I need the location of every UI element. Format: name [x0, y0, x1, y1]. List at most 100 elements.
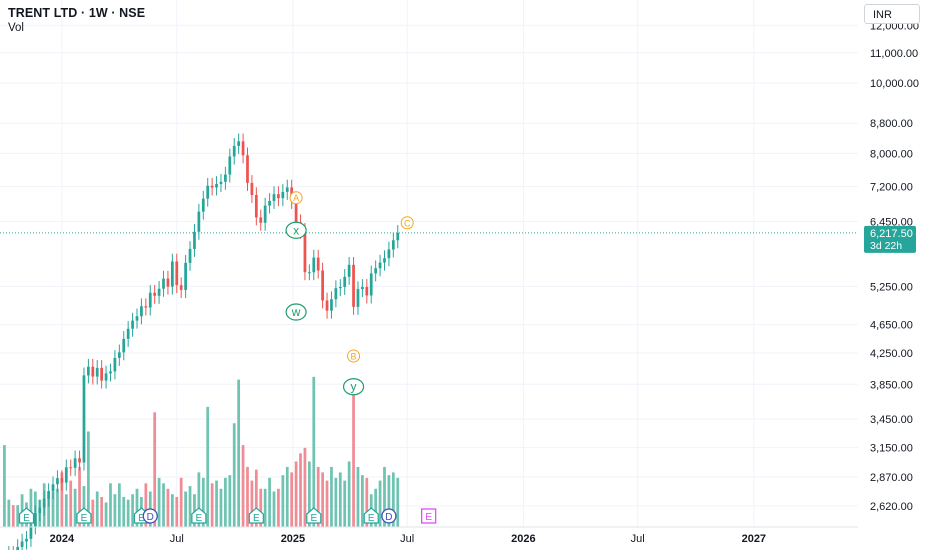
x-tick-label: 2024	[50, 533, 75, 545]
candle-body	[263, 205, 267, 223]
volume-bar	[104, 502, 108, 527]
earnings-marker[interactable]: E	[18, 507, 35, 524]
volume-bar	[144, 483, 148, 527]
candle	[184, 255, 187, 298]
volume-bar	[312, 376, 316, 527]
candle-body	[117, 352, 121, 358]
earnings-marker[interactable]: E	[363, 507, 379, 524]
volume-bar	[321, 472, 324, 527]
candle-body	[215, 183, 218, 188]
wave-label-x[interactable]: x	[285, 221, 307, 239]
volume-bar	[20, 494, 24, 527]
x-tick-label: Jul	[631, 533, 645, 545]
axes: 12,000.0011,000.0010,000.008,800.008,000…	[0, 20, 919, 545]
volume-bar	[56, 488, 59, 527]
candle	[131, 312, 134, 337]
candle	[352, 257, 355, 315]
candle-body	[241, 141, 245, 156]
candle	[162, 270, 165, 297]
y-tick-label: 5,250.00	[870, 281, 913, 293]
volume-bar	[210, 483, 214, 527]
candle	[206, 177, 210, 207]
volume-bar	[215, 480, 218, 527]
y-tick-label: 11,000.00	[870, 48, 918, 60]
y-tick-label: 3,850.00	[870, 379, 913, 391]
volume-bar	[95, 491, 99, 527]
earnings-marker[interactable]: E	[76, 507, 92, 524]
candle-body	[166, 278, 170, 287]
wave-circle	[285, 303, 307, 321]
earnings-marker[interactable]: E	[306, 507, 322, 524]
volume-bar	[219, 488, 223, 527]
marker-letter: E	[81, 513, 88, 524]
candle-body	[51, 484, 55, 492]
candle	[109, 363, 112, 382]
candle-body	[254, 195, 258, 218]
volume-bar	[347, 461, 351, 527]
candle	[82, 367, 86, 471]
candle-body	[259, 217, 263, 223]
candle-body	[193, 231, 196, 249]
wave-label-a[interactable]: A	[289, 191, 303, 205]
candle-body	[47, 491, 50, 499]
marker-letter: E	[196, 513, 203, 524]
wave-label-b[interactable]: B	[347, 349, 361, 363]
candle-body	[356, 289, 360, 307]
volume-bar	[316, 466, 320, 527]
candle-body	[224, 174, 227, 182]
candle	[20, 533, 24, 550]
volume-bar	[334, 477, 338, 527]
symbol-title[interactable]: TRENT LTD · 1W · NSE	[8, 6, 146, 20]
candle-body	[365, 286, 369, 296]
candle	[387, 241, 391, 267]
candle	[135, 308, 139, 329]
candle-body	[113, 357, 117, 372]
candle	[241, 133, 245, 164]
wave-label-w[interactable]: w	[285, 303, 307, 321]
candle-body	[250, 182, 254, 196]
candle-body	[294, 200, 298, 223]
volume-bar	[51, 491, 55, 527]
volume-bar	[117, 483, 121, 527]
candle	[325, 292, 329, 319]
volume-bar	[272, 491, 276, 527]
candle	[334, 280, 338, 308]
volume-bar	[338, 472, 342, 527]
y-tick-label: 2,870.00	[870, 472, 913, 484]
candle-body	[25, 538, 28, 542]
candle-body	[219, 181, 223, 184]
candle-body	[285, 187, 289, 192]
volume-bar	[285, 466, 289, 527]
candle	[170, 253, 174, 295]
earnings-marker[interactable]: E	[421, 508, 437, 524]
candle-body	[338, 286, 342, 289]
earnings-marker[interactable]: E	[248, 507, 264, 524]
currency-selector[interactable]: INR	[864, 4, 920, 24]
marker-shape	[363, 507, 379, 524]
candle	[12, 546, 14, 550]
volume-indicator-label[interactable]: Vol	[8, 22, 24, 34]
candle-body	[201, 198, 205, 212]
wave-letter: w	[291, 305, 301, 319]
y-tick-label: 7,200.00	[870, 182, 913, 194]
candle-body	[144, 306, 148, 308]
chart-header: TRENT LTD · 1W · NSE Vol	[8, 6, 145, 34]
candle-body	[334, 288, 338, 300]
candle-body	[16, 546, 20, 550]
y-tick-label: 2,620.00	[870, 501, 913, 513]
dividend-marker[interactable]: D	[142, 508, 158, 524]
wave-label-c[interactable]: C	[400, 216, 414, 230]
volume-bar	[175, 496, 179, 527]
candle	[16, 539, 20, 550]
candle	[396, 225, 400, 249]
wave-label-y[interactable]: y	[342, 378, 365, 396]
volume-bar	[241, 445, 245, 527]
candle	[179, 277, 183, 298]
earnings-marker[interactable]: E	[191, 507, 207, 524]
elliott-wave-labels[interactable]: Ax w By C	[285, 191, 414, 396]
candle	[113, 350, 117, 380]
wave-circle	[347, 349, 361, 363]
dividend-marker[interactable]: D	[381, 508, 397, 524]
